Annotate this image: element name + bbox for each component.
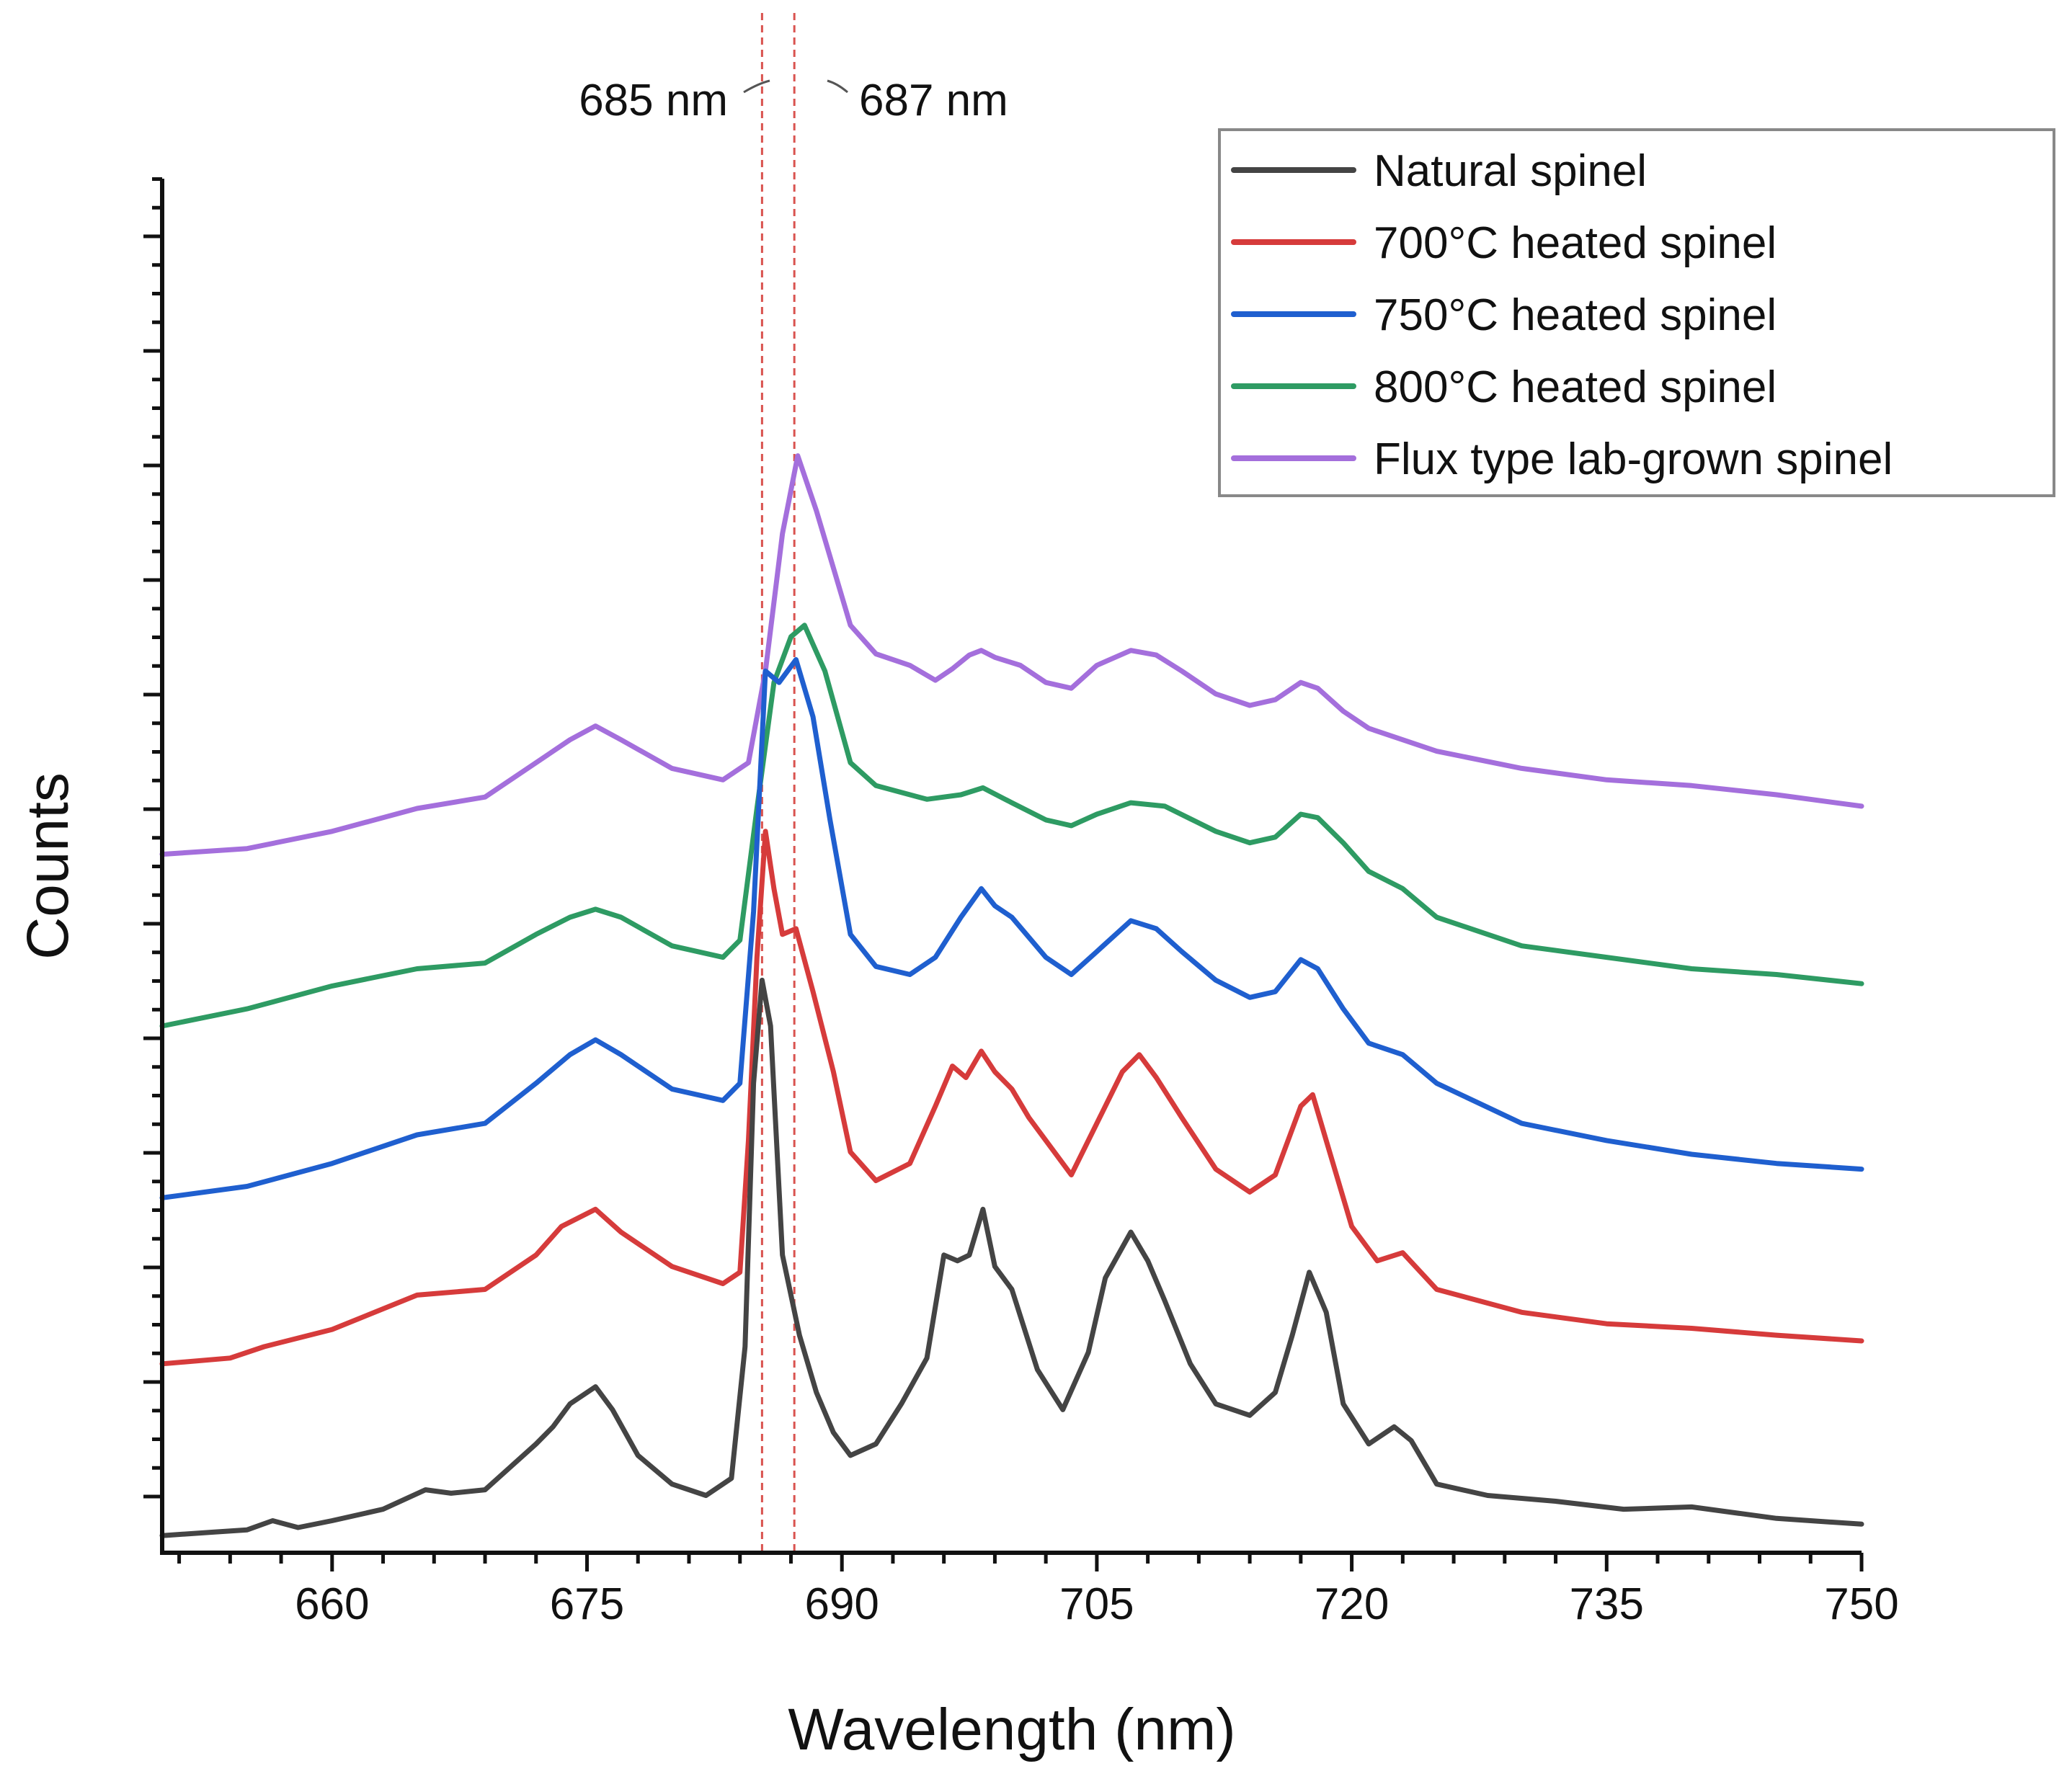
- series-line-3: [159, 829, 1864, 1367]
- y-ticks: [143, 177, 162, 1499]
- x-tick-label: 705: [1059, 1579, 1134, 1629]
- legend-label: Flux type lab-grown spinel: [1374, 434, 1893, 484]
- series-line-0: [159, 453, 1864, 857]
- y-axis-title: Counts: [15, 772, 81, 960]
- reference-lines: [760, 13, 796, 1553]
- legend-label: 750°C heated spinel: [1374, 290, 1777, 340]
- legend-label: 700°C heated spinel: [1374, 218, 1777, 268]
- reference-label-687: 687 nm: [859, 76, 1008, 125]
- x-tick-label: 675: [550, 1579, 624, 1629]
- x-ticks: 660 675 690 705 720 735 750: [177, 1553, 1899, 1629]
- x-tick-label: 735: [1570, 1579, 1644, 1629]
- reference-leader-687: [827, 79, 848, 94]
- legend: Natural spinel 700°C heated spinel 750°C h…: [1218, 128, 2055, 497]
- x-tick-label: 750: [1824, 1579, 1898, 1629]
- x-tick-label: 660: [295, 1579, 369, 1629]
- x-axis-title: Wavelength (nm): [788, 1697, 1235, 1762]
- reference-labels: 685 nm 687 nm: [579, 76, 1008, 125]
- x-tick-label: 720: [1315, 1579, 1389, 1629]
- x-tick-label: 690: [804, 1579, 879, 1629]
- series-line-2: [159, 657, 1864, 1200]
- legend-label: Natural spinel: [1374, 146, 1647, 196]
- reference-label-685: 685 nm: [579, 76, 728, 125]
- series-lines: [159, 453, 1864, 1538]
- legend-label: 800°C heated spinel: [1374, 362, 1777, 412]
- series-line-1: [159, 623, 1864, 1029]
- reference-leader-685: [743, 79, 770, 94]
- series-line-4: [159, 977, 1864, 1538]
- legend-box: [1218, 128, 2055, 497]
